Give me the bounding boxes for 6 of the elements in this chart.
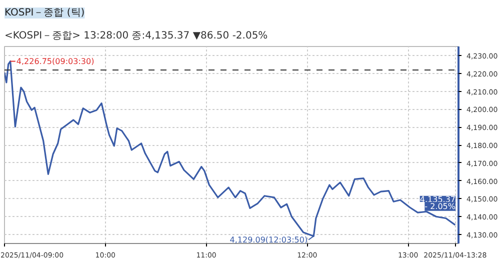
chart-title: KOSPI－종합 (틱)	[4, 8, 85, 18]
annotation: 4,129.09(12:03:50)	[230, 235, 308, 244]
annotation: - 2.05%	[424, 202, 456, 211]
annotation: 4,226.75(09:03:30)	[16, 56, 94, 66]
chart-subtitle: <KOSPI－종합> 13:28:00 종:4,135.37 ▼86.50 -2.05%	[4, 30, 268, 42]
annotation: 4,135.37	[420, 194, 456, 204]
